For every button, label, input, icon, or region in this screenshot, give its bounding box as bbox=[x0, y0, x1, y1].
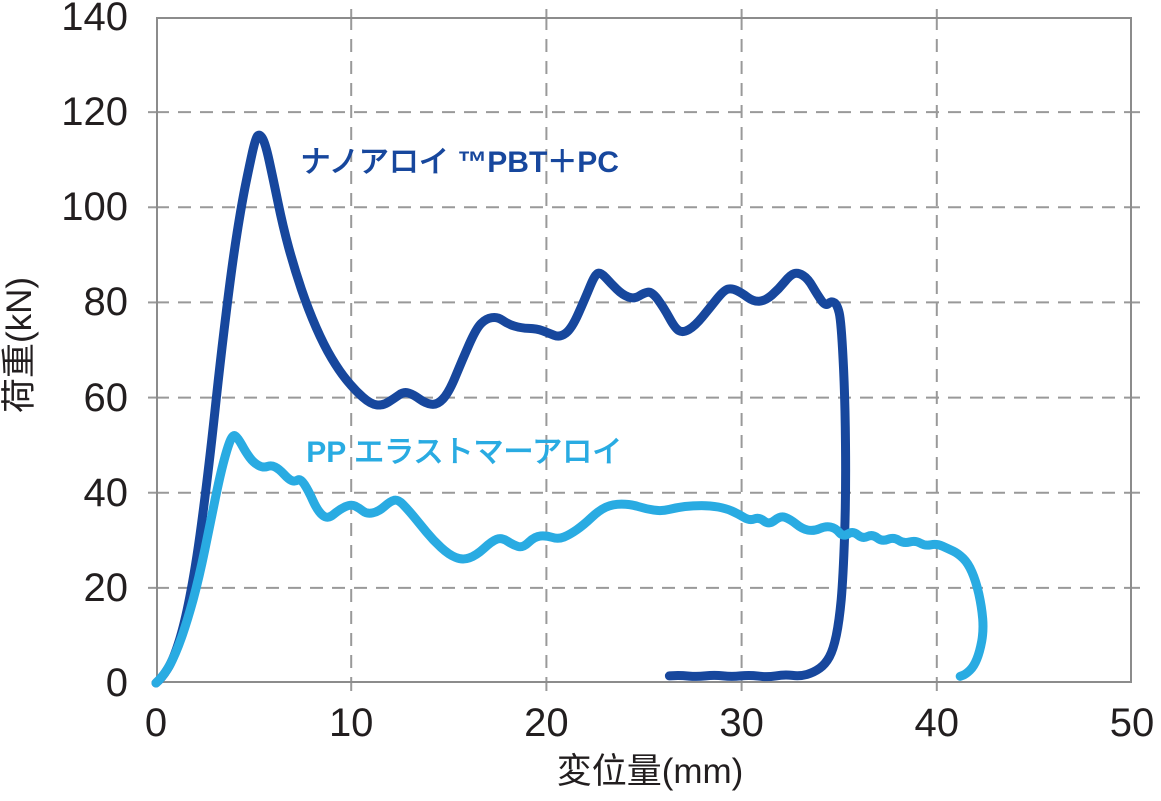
x-tick-label: 20 bbox=[524, 701, 569, 745]
y-tick-label: 120 bbox=[61, 90, 128, 135]
y-tick-label: 140 bbox=[61, 0, 128, 39]
y-tick-label: 40 bbox=[83, 470, 129, 515]
plot-area: ナノアロイ ™PBT＋PC PP エラストマーアロイ bbox=[148, 9, 1140, 691]
y-tick-label: 100 bbox=[61, 185, 128, 230]
x-axis-title: 変位量(mm) bbox=[556, 752, 744, 791]
series-line-pp-elastomer-alloy bbox=[151, 431, 988, 688]
y-tick-label: 0 bbox=[105, 661, 128, 705]
y-tick-label: 60 bbox=[83, 375, 129, 420]
plot-svg bbox=[148, 9, 1140, 691]
plot-border bbox=[156, 17, 1132, 683]
x-tick-label: 50 bbox=[1109, 701, 1155, 745]
y-tick-label: 20 bbox=[83, 565, 129, 610]
x-tick-label: 40 bbox=[914, 701, 960, 745]
series-line-nanoalloy-pbt-pc bbox=[151, 130, 851, 688]
x-tick-label: 0 bbox=[144, 701, 168, 745]
series-label-nanoalloy-pbt-pc: ナノアロイ ™PBT＋PC bbox=[300, 146, 619, 180]
series-label-pp-elastomer-alloy: PP エラストマーアロイ bbox=[306, 436, 623, 470]
y-tick-label: 80 bbox=[83, 280, 129, 325]
x-tick-label: 10 bbox=[328, 701, 374, 745]
x-tick-label: 30 bbox=[719, 701, 764, 745]
